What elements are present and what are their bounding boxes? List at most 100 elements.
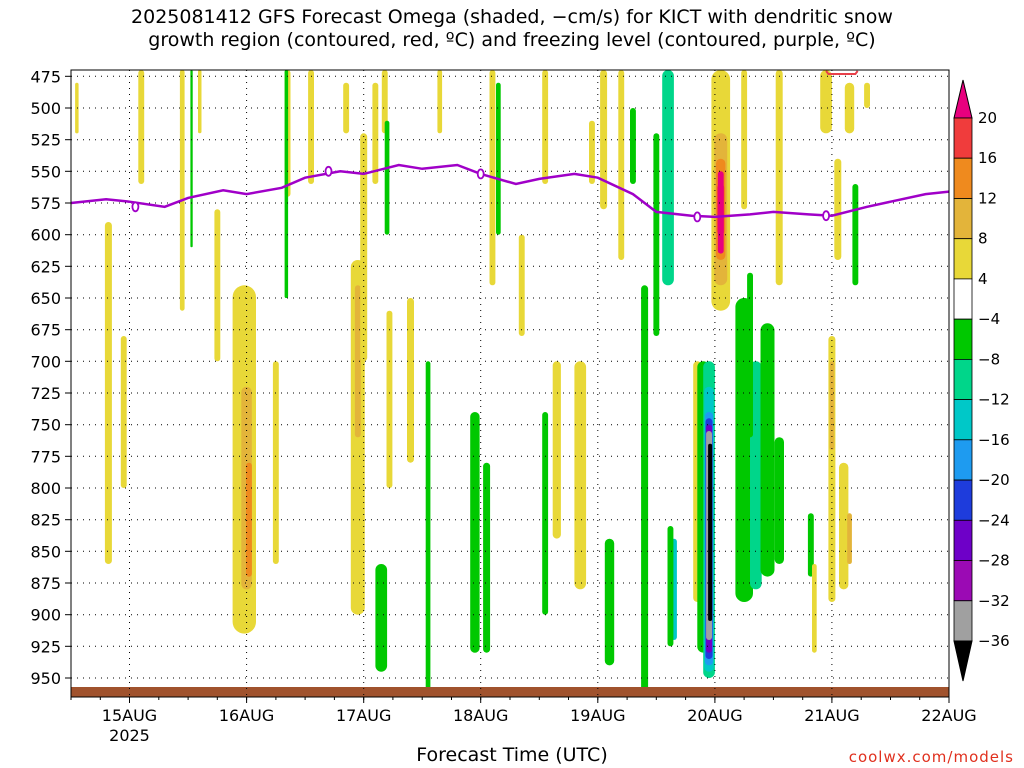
omega-shade-cell: [120, 336, 127, 488]
chart-title-line1: 2025081412 GFS Forecast Omega (shaded, −…: [131, 6, 893, 28]
omega-shade-cell: [308, 70, 314, 184]
x-tick-label: 21AUG: [804, 706, 859, 725]
colorbar-bin: [953, 198, 973, 240]
colorbar-label: 12: [978, 190, 997, 208]
y-tick-label: 825: [30, 511, 61, 530]
omega-shade-cell: [604, 538, 615, 666]
colorbar: 20 16 12 8 4 −4 −8 −12 −16 −20 −24 −28 −32 −36: [953, 79, 1010, 682]
omega-shade-cell: [518, 234, 525, 336]
y-tick-label: 875: [30, 574, 61, 593]
omega-shade-cell: [437, 70, 443, 134]
y-tick-label: 900: [30, 606, 61, 625]
colorbar-bin: [953, 439, 973, 481]
colorbar-label: −36: [978, 632, 1010, 650]
omega-shade-cell: [272, 361, 279, 564]
freezing-level-label: [324, 165, 333, 177]
colorbar-bin: [953, 157, 973, 199]
omega-shade-cell: [774, 437, 784, 564]
omega-shade-cell: [360, 133, 368, 362]
y-tick-label: 850: [30, 542, 61, 561]
omega-shade-cell: [630, 108, 636, 184]
y-tick-label: 700: [30, 352, 61, 371]
omega-shade-cell: [104, 222, 112, 564]
freezing-level-label: [693, 211, 702, 223]
omega-shade-cell: [384, 120, 390, 235]
omega-shade-cell: [812, 564, 817, 653]
omega-shade-cell: [372, 82, 379, 184]
y-tick-label: 650: [30, 289, 61, 308]
colorbar-bin: [953, 238, 973, 280]
x-axis: 15AUG 16AUG 17AUG 18AUG 19AUG 20AUG 21AUG 22AUG…: [70, 697, 977, 745]
omega-shade-cell: [864, 82, 870, 108]
omega-shade-cell: [138, 70, 145, 184]
omega-shade-cell: [214, 209, 221, 362]
colorbar-bin: [953, 600, 973, 642]
omega-shade-cell: [386, 310, 393, 488]
colorbar-bin: [953, 278, 973, 320]
omega-shade-cell: [407, 298, 414, 463]
omega-shade-cell: [483, 462, 491, 653]
y-tick-label: 575: [30, 194, 61, 213]
y-tick-label: 750: [30, 416, 61, 435]
x-tick-label: 22AUG: [921, 706, 976, 725]
grid-lines: [71, 70, 950, 697]
omega-shade-cell: [600, 70, 608, 210]
x-tick-label: 17AUG: [336, 706, 391, 725]
x-tick-label: 16AUG: [219, 706, 274, 725]
colorbar-bin: [953, 519, 973, 561]
colorbar-label: −12: [978, 391, 1010, 409]
omega-shade-cell: [844, 82, 855, 134]
omega-shade-cell: [496, 82, 501, 235]
omega-shade-cell: [542, 70, 549, 184]
freezing-level-layer: [70, 70, 950, 223]
x-axis-label: Forecast Time (UTC): [416, 744, 608, 766]
colorbar-label: −32: [978, 592, 1010, 610]
terrain-strip: [71, 687, 949, 697]
colorbar-bin: [953, 560, 973, 602]
omega-shade-cell: [653, 133, 660, 336]
y-tick-label: 550: [30, 162, 61, 181]
x-year-label: 2025: [109, 726, 150, 745]
y-tick-label: 775: [30, 447, 61, 466]
omega-shade-cell: [717, 171, 724, 254]
plot-frame: [70, 69, 950, 698]
y-tick-label: 600: [30, 226, 61, 245]
colorbar-label: −24: [978, 511, 1010, 529]
omega-shade-cell: [618, 70, 625, 260]
omega-shade-cell: [847, 513, 852, 564]
y-tick-label: 800: [30, 479, 61, 498]
y-tick-label: 725: [30, 384, 61, 403]
colorbar-bin: [953, 358, 973, 400]
x-tick-label: 20AUG: [687, 706, 742, 725]
omega-shade-cell: [667, 526, 674, 647]
omega-shade-cell: [542, 412, 549, 615]
omega-shade-cell: [425, 361, 431, 691]
omega-shade-cell: [375, 564, 388, 672]
y-tick-label: 475: [30, 67, 61, 86]
freezing-level-label: [822, 210, 830, 222]
colorbar-bin: [953, 399, 973, 441]
omega-shade-cell: [198, 70, 202, 134]
x-tick-label: 18AUG: [453, 706, 508, 725]
omega-shade-cell: [760, 323, 775, 577]
omega-shade-cell: [343, 82, 350, 134]
colorbar-bin: [953, 117, 973, 159]
omega-shade-cell: [75, 82, 79, 134]
freezing-level-line: [70, 163, 950, 219]
colorbar-label: −8: [978, 350, 1000, 368]
colorbar-label: 4: [978, 270, 988, 288]
x-tick-label: 19AUG: [570, 706, 625, 725]
colorbar-label: 16: [978, 149, 997, 167]
omega-shade-cell: [574, 361, 587, 590]
omega-shade-cell: [820, 70, 832, 134]
y-tick-label: 625: [30, 257, 61, 276]
omega-shade-cell: [708, 443, 713, 621]
y-tick-label: 675: [30, 321, 61, 340]
colorbar-bin: [953, 318, 973, 360]
colorbar-label: −16: [978, 431, 1010, 449]
omega-shade-cell: [662, 70, 674, 286]
omega-shade-cell: [354, 285, 361, 438]
credit-link[interactable]: coolwx.com/models: [848, 748, 1014, 766]
freezing-level-label: [131, 201, 140, 213]
omega-shading: [71, 70, 949, 697]
